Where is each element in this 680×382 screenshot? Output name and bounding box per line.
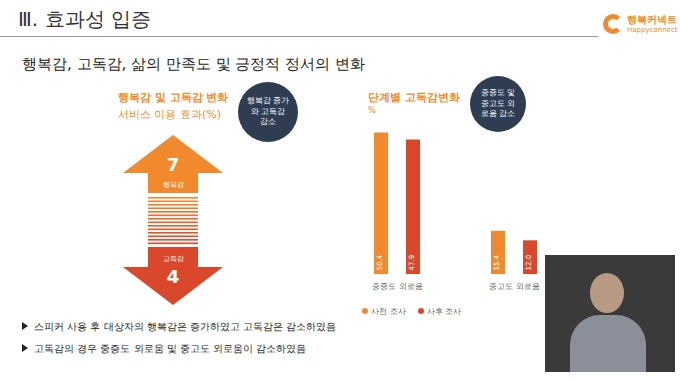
html-text:중증도 및 중고도 외로움 감소: 중증도 및 중고도 외로움 감소 xyxy=(480,88,516,119)
html-text:행복감, 고독감, 삶의 만족도 및 긍정적 정서의 변화: 행복감, 고독감, 삶의 만족도 및 긍정적 정서의 변화 xyxy=(22,55,365,73)
html-text:행복커넥트: 행복커넥트 xyxy=(627,14,677,25)
svg-text:고독감: 고독감 xyxy=(163,255,184,263)
svg-text:중증도 외로움: 중증도 외로움 xyxy=(372,282,423,291)
svg-text:중고도 외로움: 중고도 외로움 xyxy=(489,282,540,291)
html-text:Happyconnect: Happyconnect xyxy=(627,26,678,34)
html-text:사전 조사: 사전 조사 xyxy=(371,307,406,316)
svg-text:15.4: 15.4 xyxy=(493,254,501,270)
svg-text:12.0: 12.0 xyxy=(525,255,533,271)
html-text:사후 조사: 사후 조사 xyxy=(426,307,462,316)
svg-text:50.4: 50.4 xyxy=(376,254,384,270)
html-text:행복감 증가와 고독감 감소: 행복감 증가와 고독감 감소 xyxy=(246,96,290,127)
html-text:Ⅲ. 효과성 입증: Ⅲ. 효과성 입증 xyxy=(18,7,151,31)
svg-text:행복감: 행복감 xyxy=(163,181,184,189)
html-text:고독감의 경우 중증도 외로움 및 중고도 외로움이 감소하: 고독감의 경우 중증도 외로움 및 중고도 외로움이 감소하였음 xyxy=(34,343,307,354)
svg-text:7: 7 xyxy=(167,154,180,175)
svg-text:4: 4 xyxy=(167,266,180,287)
html-text:서비스 이용 효과(%): 서비스 이용 효과(%) xyxy=(118,108,221,121)
html-text:단계별 고독감변화: 단계별 고독감변화 xyxy=(368,91,460,104)
html-text:행복감 및 고독감 변화: 행복감 및 고독감 변화 xyxy=(118,91,229,104)
svg-text:47.9: 47.9 xyxy=(408,255,416,271)
html-text:스피커 사용 후 대상자의 행복감은 증가하였고 고독감은: 스피커 사용 후 대상자의 행복감은 증가하였고 고독감은 감소하였음 xyxy=(34,321,337,332)
